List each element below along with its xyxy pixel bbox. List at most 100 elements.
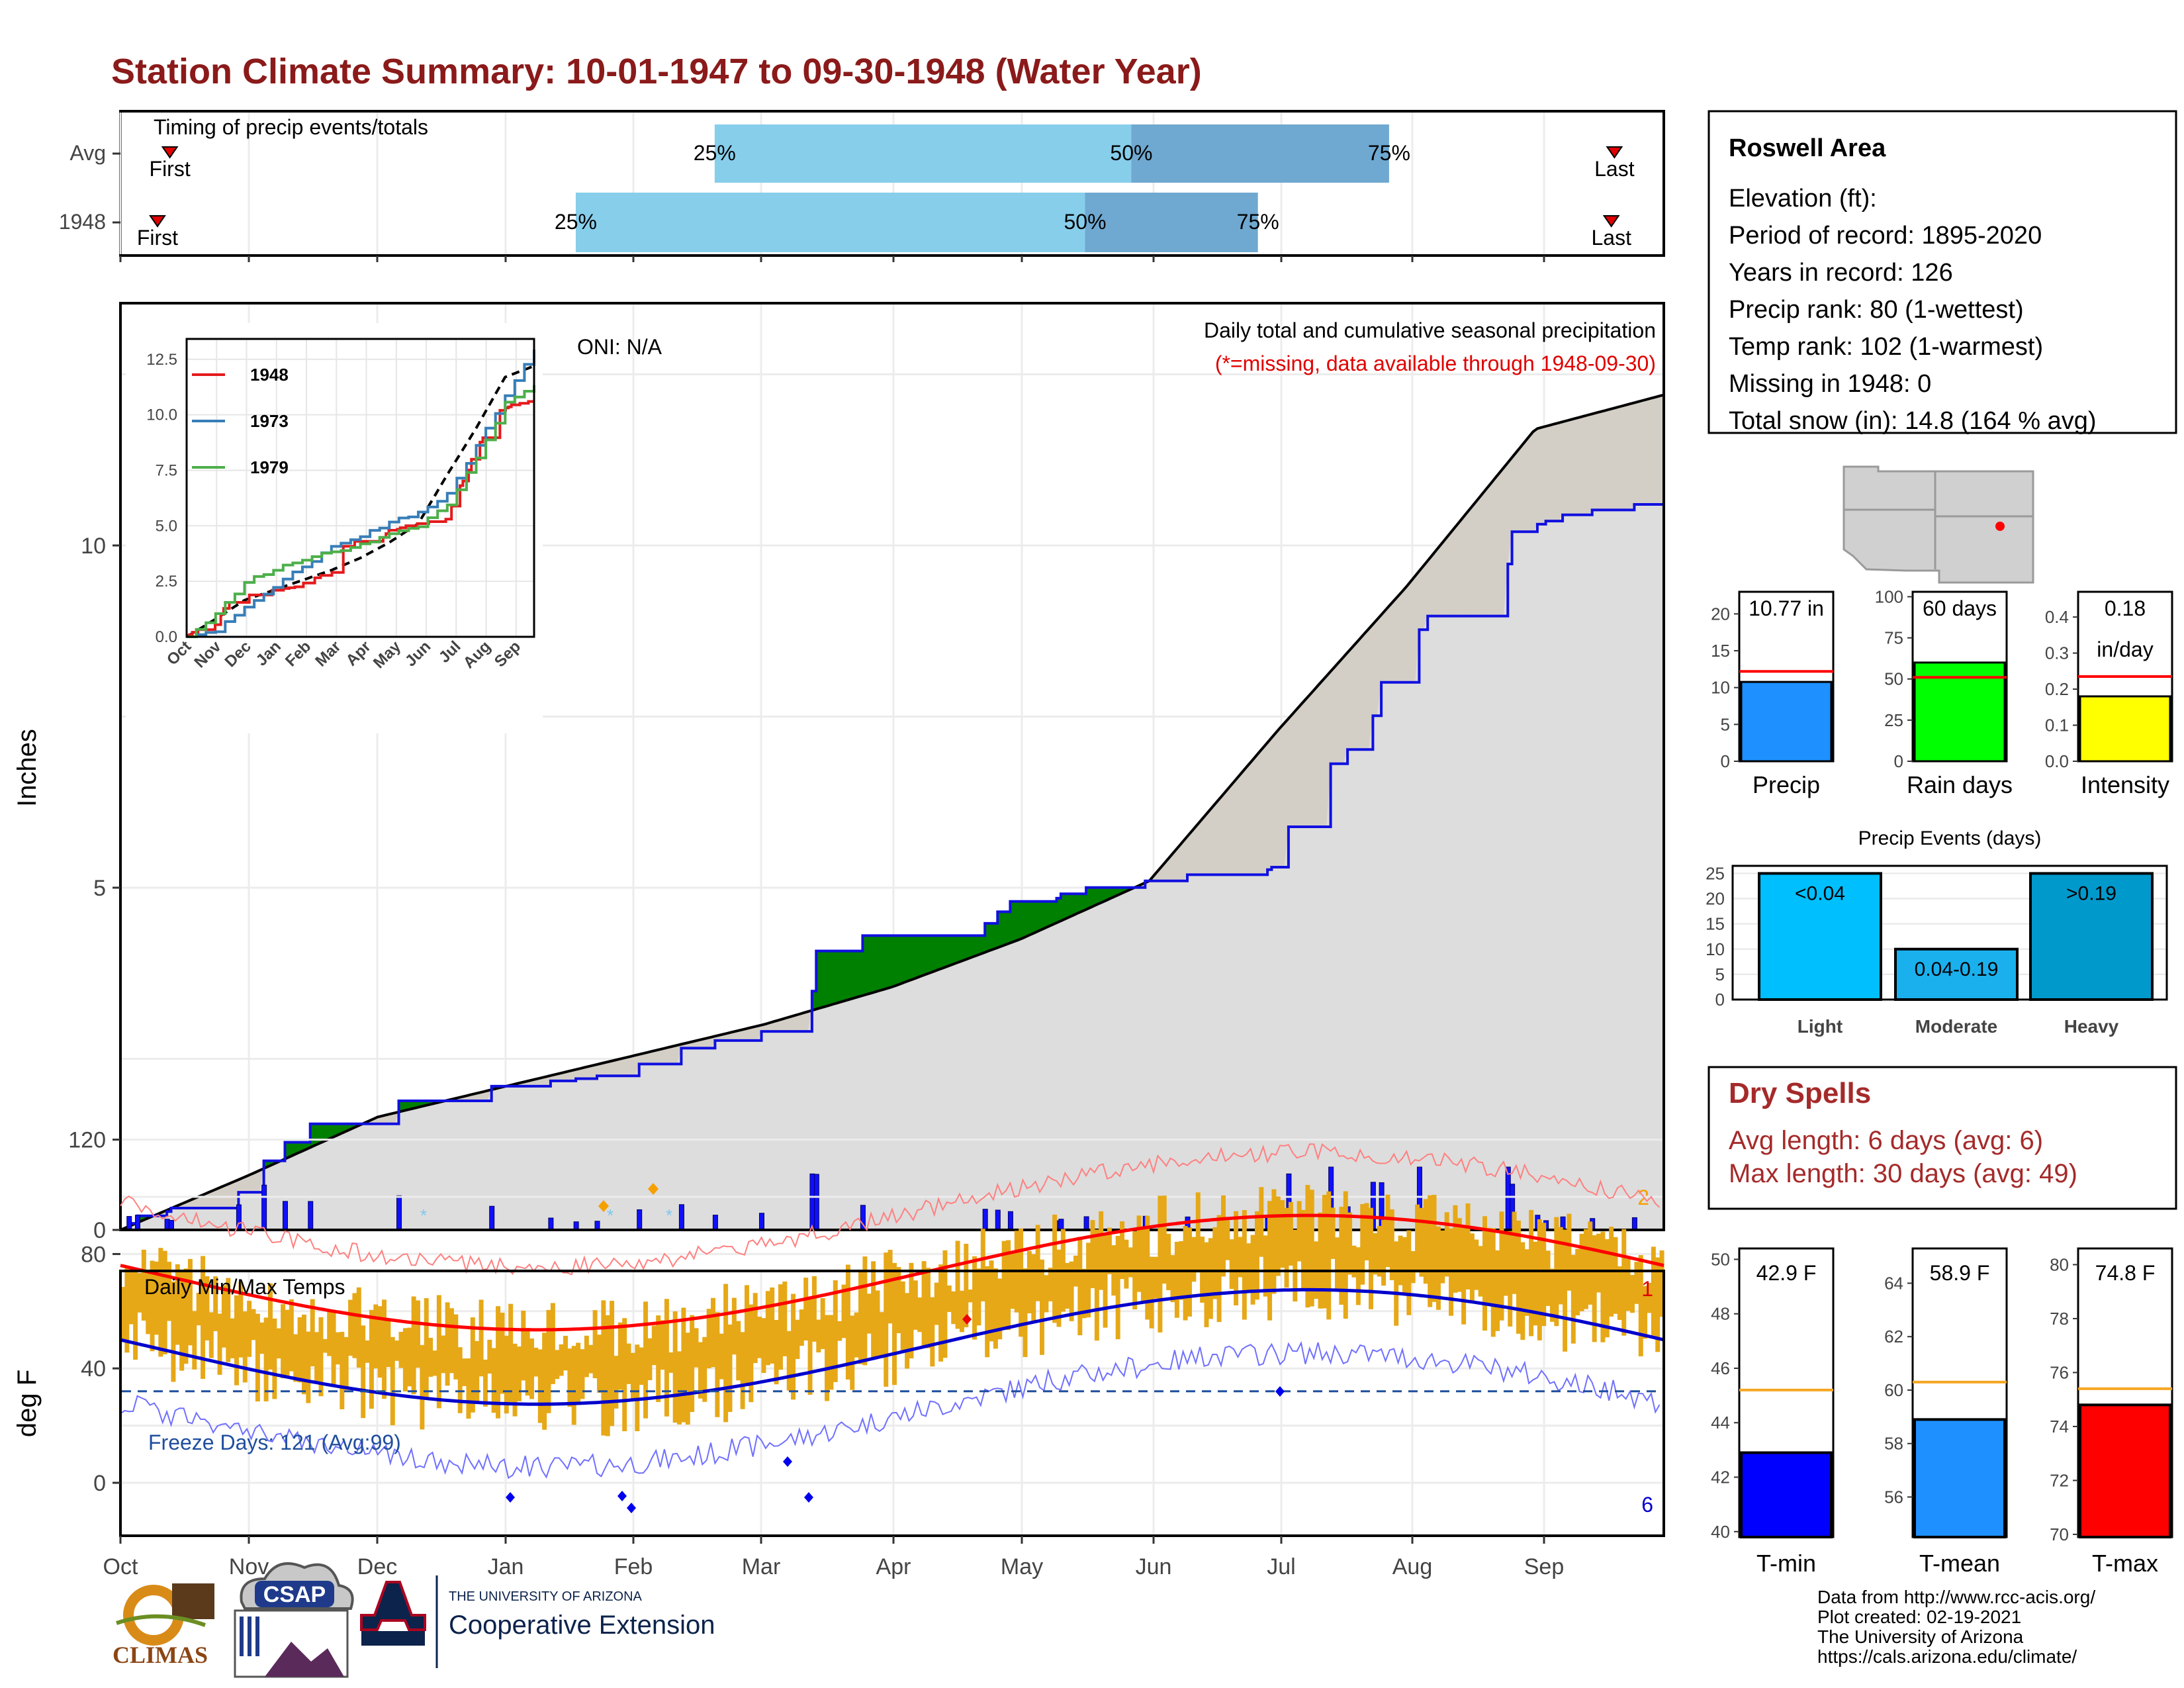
daily-temp-bar bbox=[744, 1285, 749, 1386]
daily-temp-bar bbox=[955, 1241, 960, 1329]
daily-temp-bar bbox=[698, 1342, 703, 1399]
oni-label: ONI: N/A bbox=[577, 335, 662, 359]
daily-temp-bar bbox=[959, 1290, 964, 1333]
daily-temp-bar bbox=[1659, 1250, 1664, 1317]
daily-temp-bar bbox=[1410, 1250, 1416, 1284]
daily-temp-bar bbox=[858, 1272, 863, 1364]
daily-temp-bar bbox=[1259, 1187, 1264, 1257]
above-average-area bbox=[934, 935, 939, 972]
daily-temp-bar bbox=[576, 1342, 581, 1405]
daily-temp-bar bbox=[1567, 1213, 1572, 1291]
daily-temp-bar bbox=[677, 1351, 682, 1425]
daily-temp-bar bbox=[635, 1344, 640, 1432]
daily-temp-bar bbox=[525, 1328, 530, 1396]
daily-temp-bar bbox=[690, 1315, 695, 1412]
temp-ytick-label: 40 bbox=[81, 1356, 106, 1382]
month-tick-label: Oct bbox=[103, 1554, 138, 1579]
daily-temp-bar bbox=[343, 1336, 349, 1390]
daily-temp-bar bbox=[301, 1314, 306, 1395]
snow-marker: * bbox=[666, 1205, 672, 1225]
mini-chart-tick-label: 20 bbox=[1711, 604, 1730, 624]
mini-chart-bar bbox=[2079, 695, 2171, 763]
daily-temp-bar bbox=[647, 1338, 653, 1380]
daily-precip-bar bbox=[396, 1195, 402, 1231]
mini-chart-value: 60 days bbox=[1923, 596, 1997, 620]
temp-chart-tick-label: 78 bbox=[2050, 1309, 2069, 1329]
daily-temp-bar bbox=[424, 1298, 429, 1400]
daily-temp-bar bbox=[1208, 1238, 1213, 1319]
timing-bar-lower bbox=[714, 124, 1132, 183]
daily-temp-bar bbox=[740, 1332, 745, 1409]
timing-p75-label: 75% bbox=[1237, 210, 1279, 234]
above-average-area bbox=[1073, 893, 1078, 916]
daily-temp-bar bbox=[1465, 1203, 1471, 1289]
mini-chart-label: Rain days bbox=[1907, 771, 2013, 798]
events-title: Precip Events (days) bbox=[1858, 827, 2042, 849]
inset-ytick-label: 0.0 bbox=[156, 628, 177, 646]
daily-temp-bar bbox=[1474, 1239, 1479, 1290]
daily-temp-bar bbox=[340, 1331, 345, 1409]
temp-chart-tick-label: 80 bbox=[2050, 1254, 2069, 1274]
above-average-area bbox=[887, 935, 893, 989]
inset-legend-label: 1948 bbox=[250, 365, 289, 385]
daily-temp-bar bbox=[997, 1278, 1003, 1340]
daily-temp-bar bbox=[1140, 1226, 1146, 1302]
mini-chart-tick-label: 75 bbox=[1884, 628, 1903, 648]
record-marker bbox=[598, 1200, 609, 1212]
temp-bottom-count: 6 bbox=[1641, 1493, 1653, 1517]
daily-temp-bar bbox=[985, 1266, 990, 1358]
daily-temp-bar bbox=[1432, 1195, 1437, 1302]
daily-temp-bar bbox=[205, 1276, 210, 1340]
temp-chart-tick-label: 56 bbox=[1884, 1487, 1903, 1507]
events-bar-label: Moderate bbox=[1915, 1016, 1997, 1037]
daily-temp-bar bbox=[1545, 1250, 1551, 1306]
temp-chart-label: T-max bbox=[2092, 1550, 2158, 1577]
daily-temp-bar bbox=[201, 1256, 206, 1380]
daily-temp-bar bbox=[416, 1300, 420, 1368]
daily-temp-bar bbox=[432, 1350, 437, 1376]
daily-temp-bar bbox=[1154, 1256, 1159, 1299]
month-tick-label: Jan bbox=[488, 1554, 524, 1579]
daily-temp-bar bbox=[1305, 1185, 1310, 1308]
daily-temp-bar bbox=[854, 1312, 859, 1358]
daily-temp-bar bbox=[546, 1309, 551, 1413]
daily-temp-bar bbox=[213, 1276, 218, 1331]
daily-temp-bar bbox=[1136, 1215, 1142, 1292]
events-frame bbox=[1731, 865, 2168, 1001]
above-average-area bbox=[866, 935, 872, 995]
daily-temp-bar bbox=[1634, 1262, 1639, 1304]
daily-temp-bar bbox=[487, 1339, 492, 1374]
daily-precip-bar bbox=[758, 1213, 764, 1231]
last-event-marker bbox=[1606, 146, 1623, 159]
daily-temp-bar bbox=[723, 1284, 729, 1423]
daily-temp-bar bbox=[226, 1278, 231, 1362]
mini-chart-tick-label: 0.2 bbox=[2045, 679, 2069, 699]
daily-temp-bar bbox=[322, 1338, 328, 1353]
daily-temp-bar bbox=[559, 1344, 564, 1376]
daily-temp-bar bbox=[1495, 1250, 1500, 1331]
temp-label: Daily Min/Max Temps bbox=[144, 1275, 345, 1299]
daily-temp-bar bbox=[685, 1333, 690, 1425]
month-tick-label: Feb bbox=[614, 1554, 653, 1579]
above-average-area bbox=[895, 935, 901, 986]
daily-temp-bar bbox=[318, 1317, 324, 1397]
above-average-area bbox=[833, 951, 838, 1005]
above-average-area bbox=[904, 935, 909, 983]
events-bar bbox=[2029, 872, 2154, 1001]
daily-temp-bar bbox=[736, 1321, 741, 1381]
daily-temp-bar bbox=[175, 1264, 180, 1345]
daily-temp-bar bbox=[601, 1300, 606, 1436]
daily-temp-bar bbox=[596, 1335, 602, 1393]
inset-ytick-label: 2.5 bbox=[156, 573, 177, 590]
daily-temp-bar bbox=[1019, 1228, 1024, 1337]
daily-temp-bar bbox=[879, 1312, 884, 1358]
daily-temp-bar bbox=[1596, 1233, 1602, 1293]
dry-spells-title: Dry Spells bbox=[1729, 1077, 1871, 1109]
above-average-area bbox=[972, 935, 977, 958]
daily-temp-bar bbox=[989, 1260, 994, 1342]
daily-temp-bar bbox=[782, 1281, 788, 1356]
daily-temp-bar bbox=[1195, 1192, 1201, 1273]
daily-temp-bar bbox=[221, 1285, 226, 1348]
daily-temp-bar bbox=[605, 1315, 610, 1436]
daily-temp-bar bbox=[887, 1250, 893, 1324]
